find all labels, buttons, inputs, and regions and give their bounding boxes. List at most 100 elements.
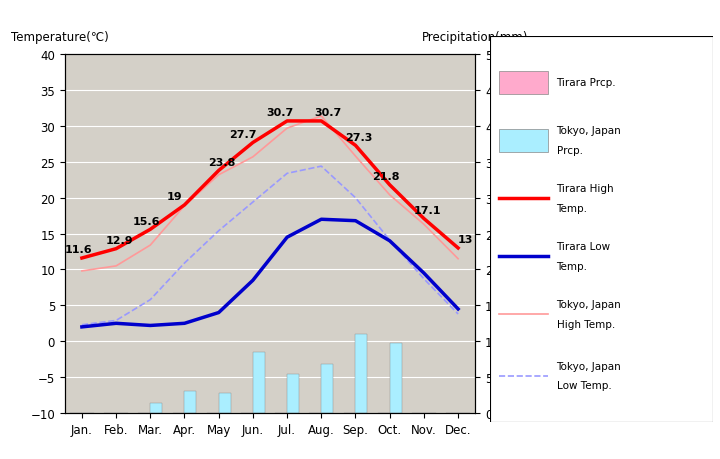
Line: Tirara High
Temp.: Tirara High Temp. [82,122,458,258]
Bar [253,352,265,413]
Tokyo, Japan
High Temp. [180,203,189,209]
Bar [150,403,162,413]
Tirara High
Temp. [385,183,394,188]
Tirara Low
Temp. [351,218,360,224]
Bar [219,393,230,413]
Bar [184,392,197,413]
Tokyo, Japan
High Temp. [112,263,120,269]
Bar [321,364,333,413]
FancyBboxPatch shape [490,37,713,422]
Tokyo, Japan
High Temp. [78,269,86,274]
Tokyo, Japan
High Temp. [420,222,428,228]
Text: 11.6: 11.6 [65,245,92,255]
Tirara High
Temp. [215,168,223,174]
Text: Tirara Low: Tirara Low [557,242,611,252]
Tokyo, Japan
Low Temp. [180,261,189,266]
Tirara High
Temp. [283,119,292,124]
Tirara High
Temp. [317,119,325,124]
Bar [356,334,367,413]
Bar [458,413,470,448]
Tirara Low
Temp. [146,323,155,329]
Text: 21.8: 21.8 [372,172,400,182]
Tirara Low
Temp. [180,321,189,326]
Tirara High
Temp. [420,216,428,222]
Text: Tokyo, Japan: Tokyo, Japan [557,126,621,136]
Bar [241,413,253,459]
Tokyo, Japan
Low Temp. [317,164,325,169]
Tirara Low
Temp. [112,321,120,326]
Tirara High
Temp. [146,227,155,233]
Tirara High
Temp. [78,256,86,261]
Tokyo, Japan
Low Temp. [351,196,360,201]
Text: Prcp.: Prcp. [557,146,582,156]
Tokyo, Japan
Low Temp. [215,229,223,234]
Text: 13: 13 [457,235,472,245]
Bar [104,413,116,459]
Tirara Low
Temp. [78,325,86,330]
Tirara Low
Temp. [248,278,257,283]
Tokyo, Japan
High Temp. [385,193,394,198]
Text: 27.7: 27.7 [229,129,256,140]
Bar [275,413,287,442]
Bar [207,413,219,459]
Text: Tirara Prcp.: Tirara Prcp. [557,78,616,88]
Tokyo, Japan
Low Temp. [283,171,292,177]
Text: Tokyo, Japan: Tokyo, Japan [557,361,621,371]
Tokyo, Japan
High Temp. [317,114,325,119]
Tokyo, Japan
High Temp. [454,257,462,262]
Tokyo, Japan
Low Temp. [248,200,257,205]
Bar [378,413,390,459]
Text: Precipitation(mm): Precipitation(mm) [422,31,528,45]
Text: 19: 19 [166,192,182,202]
Bar [287,375,299,413]
Bar [173,413,184,459]
Tokyo, Japan
Low Temp. [454,312,462,317]
Text: Temperature(℃): Temperature(℃) [12,31,109,45]
Text: Tokyo, Japan: Tokyo, Japan [557,300,621,310]
Tokyo, Japan
High Temp. [283,126,292,132]
Tirara High
Temp. [112,246,120,252]
Bar [343,413,356,459]
Tokyo, Japan
High Temp. [146,243,155,248]
Line: Tokyo, Japan
High Temp.: Tokyo, Japan High Temp. [82,117,458,271]
Tokyo, Japan
High Temp. [248,155,257,160]
Bar [424,413,436,416]
Tirara High
Temp. [351,143,360,149]
Text: 17.1: 17.1 [413,205,441,215]
Tokyo, Japan
Low Temp. [420,276,428,282]
Bar [390,344,402,413]
Text: 30.7: 30.7 [266,108,294,118]
Tokyo, Japan
Low Temp. [385,238,394,243]
Tokyo, Japan
High Temp. [215,173,223,178]
Tirara High
Temp. [248,140,257,146]
Tirara Low
Temp. [385,239,394,244]
Tirara High
Temp. [454,246,462,251]
Text: Temp.: Temp. [557,203,588,213]
Bar [116,413,128,441]
Tokyo, Japan
High Temp. [351,154,360,160]
Bar [82,413,94,438]
Bar [498,129,548,152]
Tirara Low
Temp. [283,235,292,241]
Text: 30.7: 30.7 [315,108,342,118]
Bar [310,413,321,442]
Text: 12.9: 12.9 [106,235,133,246]
Tirara Low
Temp. [317,217,325,223]
Text: High Temp.: High Temp. [557,319,615,329]
Tirara Low
Temp. [215,310,223,316]
Text: 27.3: 27.3 [345,132,373,142]
Tirara High
Temp. [180,203,189,208]
Line: Tirara Low
Temp.: Tirara Low Temp. [82,220,458,327]
Bar [70,413,82,458]
Text: Tirara High: Tirara High [557,184,614,194]
Tokyo, Japan
Low Temp. [146,297,155,303]
Text: Low Temp.: Low Temp. [557,381,611,391]
Tokyo, Japan
Low Temp. [112,318,120,324]
Tirara Low
Temp. [420,271,428,276]
Bar [412,413,424,418]
Text: 23.8: 23.8 [208,157,236,168]
Text: Temp.: Temp. [557,261,588,271]
Tirara Low
Temp. [454,307,462,312]
Bar [498,72,548,95]
Bar [446,413,458,437]
